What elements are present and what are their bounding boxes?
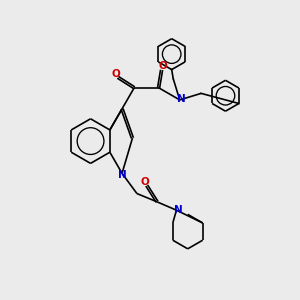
Text: N: N <box>118 170 126 180</box>
Text: O: O <box>159 61 167 71</box>
Text: N: N <box>177 94 186 104</box>
Text: N: N <box>174 205 183 215</box>
Text: O: O <box>141 177 150 187</box>
Text: O: O <box>111 69 120 79</box>
